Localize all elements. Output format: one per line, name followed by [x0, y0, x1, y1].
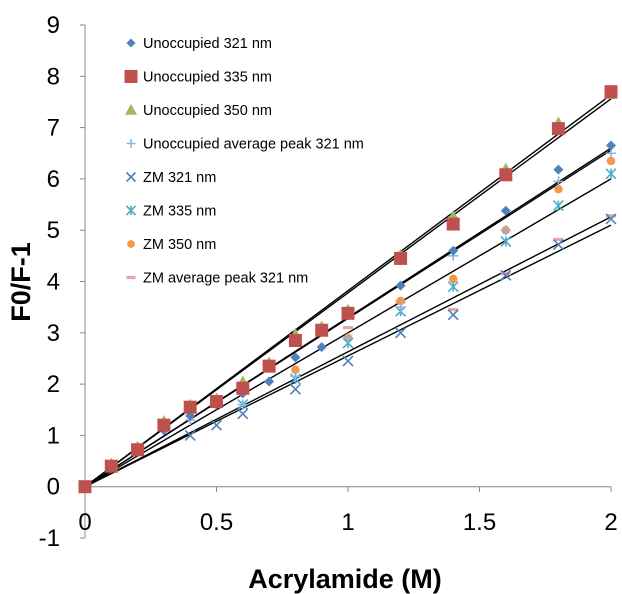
- data-point: [184, 429, 196, 441]
- legend-marker: [124, 70, 138, 83]
- data-point: [605, 213, 617, 225]
- trendline: [84, 178, 612, 488]
- data-point: [606, 214, 616, 218]
- data-point: [553, 176, 564, 187]
- legend-label: ZM 350 nm: [143, 237, 216, 253]
- data-point: [395, 327, 407, 339]
- x-tick-label: 0.5: [200, 509, 233, 536]
- data-point: [237, 399, 248, 410]
- data-point: [289, 383, 301, 395]
- data-point: [291, 365, 300, 374]
- data-point: [500, 235, 512, 248]
- data-point: [446, 217, 460, 231]
- data-point: [262, 359, 276, 373]
- data-point: [342, 355, 354, 367]
- data-point: [210, 395, 223, 409]
- legend-label: Unoccupied 321 nm: [143, 36, 272, 52]
- data-point: [183, 400, 197, 414]
- data-point: [316, 342, 327, 353]
- data-point: [500, 272, 511, 276]
- legend-label: Unoccupied 335 nm: [143, 70, 272, 86]
- data-point: [448, 308, 459, 312]
- y-tick-label: 7: [47, 115, 60, 142]
- data-point: [290, 352, 301, 363]
- legend-marker: [125, 171, 137, 183]
- data-point: [606, 140, 616, 151]
- y-axis-title: F0/F-1: [6, 242, 36, 322]
- data-point: [288, 333, 302, 347]
- data-point: [394, 251, 408, 265]
- trendline: [84, 216, 612, 488]
- data-point: [448, 274, 458, 284]
- data-point: [395, 302, 406, 313]
- legend-marker: [125, 104, 137, 115]
- data-point: [343, 326, 353, 330]
- data-point: [605, 168, 617, 180]
- data-point: [157, 418, 171, 432]
- trendline: [84, 98, 612, 488]
- legend-marker: [125, 205, 137, 216]
- data-markers: [78, 85, 618, 494]
- data-point: [236, 381, 250, 395]
- data-point: [396, 296, 405, 306]
- data-point: [448, 245, 459, 256]
- data-point: [104, 459, 118, 473]
- legend-marker: [126, 139, 136, 148]
- legend-marker: [126, 38, 136, 48]
- data-point: [552, 238, 564, 251]
- legend-label: Unoccupied 350 nm: [143, 103, 272, 119]
- legend-label: ZM 321 nm: [143, 170, 216, 186]
- axes: -1 0 1 2 3 4 5 6 7 8 9 0 0.5 1 1.5 2: [39, 12, 618, 552]
- legend: Unoccupied 321 nm Unoccupied 335 nm Unoccu…: [124, 36, 364, 287]
- legend-label: Unoccupied average peak 321 nm: [143, 137, 364, 153]
- data-point: [237, 408, 249, 420]
- x-tick-label: 1: [341, 509, 354, 536]
- data-point: [290, 371, 301, 382]
- data-point: [553, 164, 564, 175]
- y-tick-label: 3: [47, 320, 60, 347]
- x-tick-label: 1.5: [463, 509, 496, 536]
- data-point: [553, 237, 564, 242]
- y-tick-label: 8: [47, 63, 60, 90]
- data-point: [78, 480, 92, 494]
- data-point: [343, 332, 353, 343]
- legend-marker: [127, 240, 135, 248]
- y-tick-label: 9: [47, 12, 60, 39]
- data-point: [551, 122, 565, 136]
- y-tick-label: 0: [47, 474, 60, 501]
- y-tick-label: 4: [47, 269, 60, 296]
- data-point: [499, 168, 513, 182]
- legend-marker: [126, 275, 136, 280]
- legend-label: ZM 335 nm: [143, 204, 216, 220]
- data-point: [395, 280, 406, 291]
- data-point: [264, 376, 275, 387]
- x-tick-label: 0: [78, 509, 91, 536]
- data-point: [500, 269, 512, 281]
- data-point: [606, 156, 616, 166]
- x-tick-label: 2: [604, 509, 617, 536]
- data-point: [447, 281, 459, 293]
- y-tick-label: -1: [39, 525, 60, 552]
- y-tick-label: 5: [47, 217, 60, 244]
- data-point: [554, 184, 563, 194]
- y-tick-label: 6: [47, 166, 60, 193]
- trendline: [84, 224, 612, 488]
- data-point: [341, 306, 355, 320]
- data-point: [500, 205, 511, 216]
- data-point: [604, 85, 618, 99]
- data-point: [315, 323, 329, 337]
- data-point: [210, 419, 223, 431]
- data-point: [500, 225, 511, 236]
- legend-label: ZM average peak 321 nm: [143, 271, 308, 287]
- y-tick-label: 1: [47, 422, 60, 449]
- x-axis-title: Acrylamide (M): [248, 564, 442, 594]
- data-point: [131, 443, 145, 457]
- y-tick-label: 2: [47, 371, 60, 398]
- data-point: [552, 200, 564, 212]
- data-point: [447, 309, 459, 321]
